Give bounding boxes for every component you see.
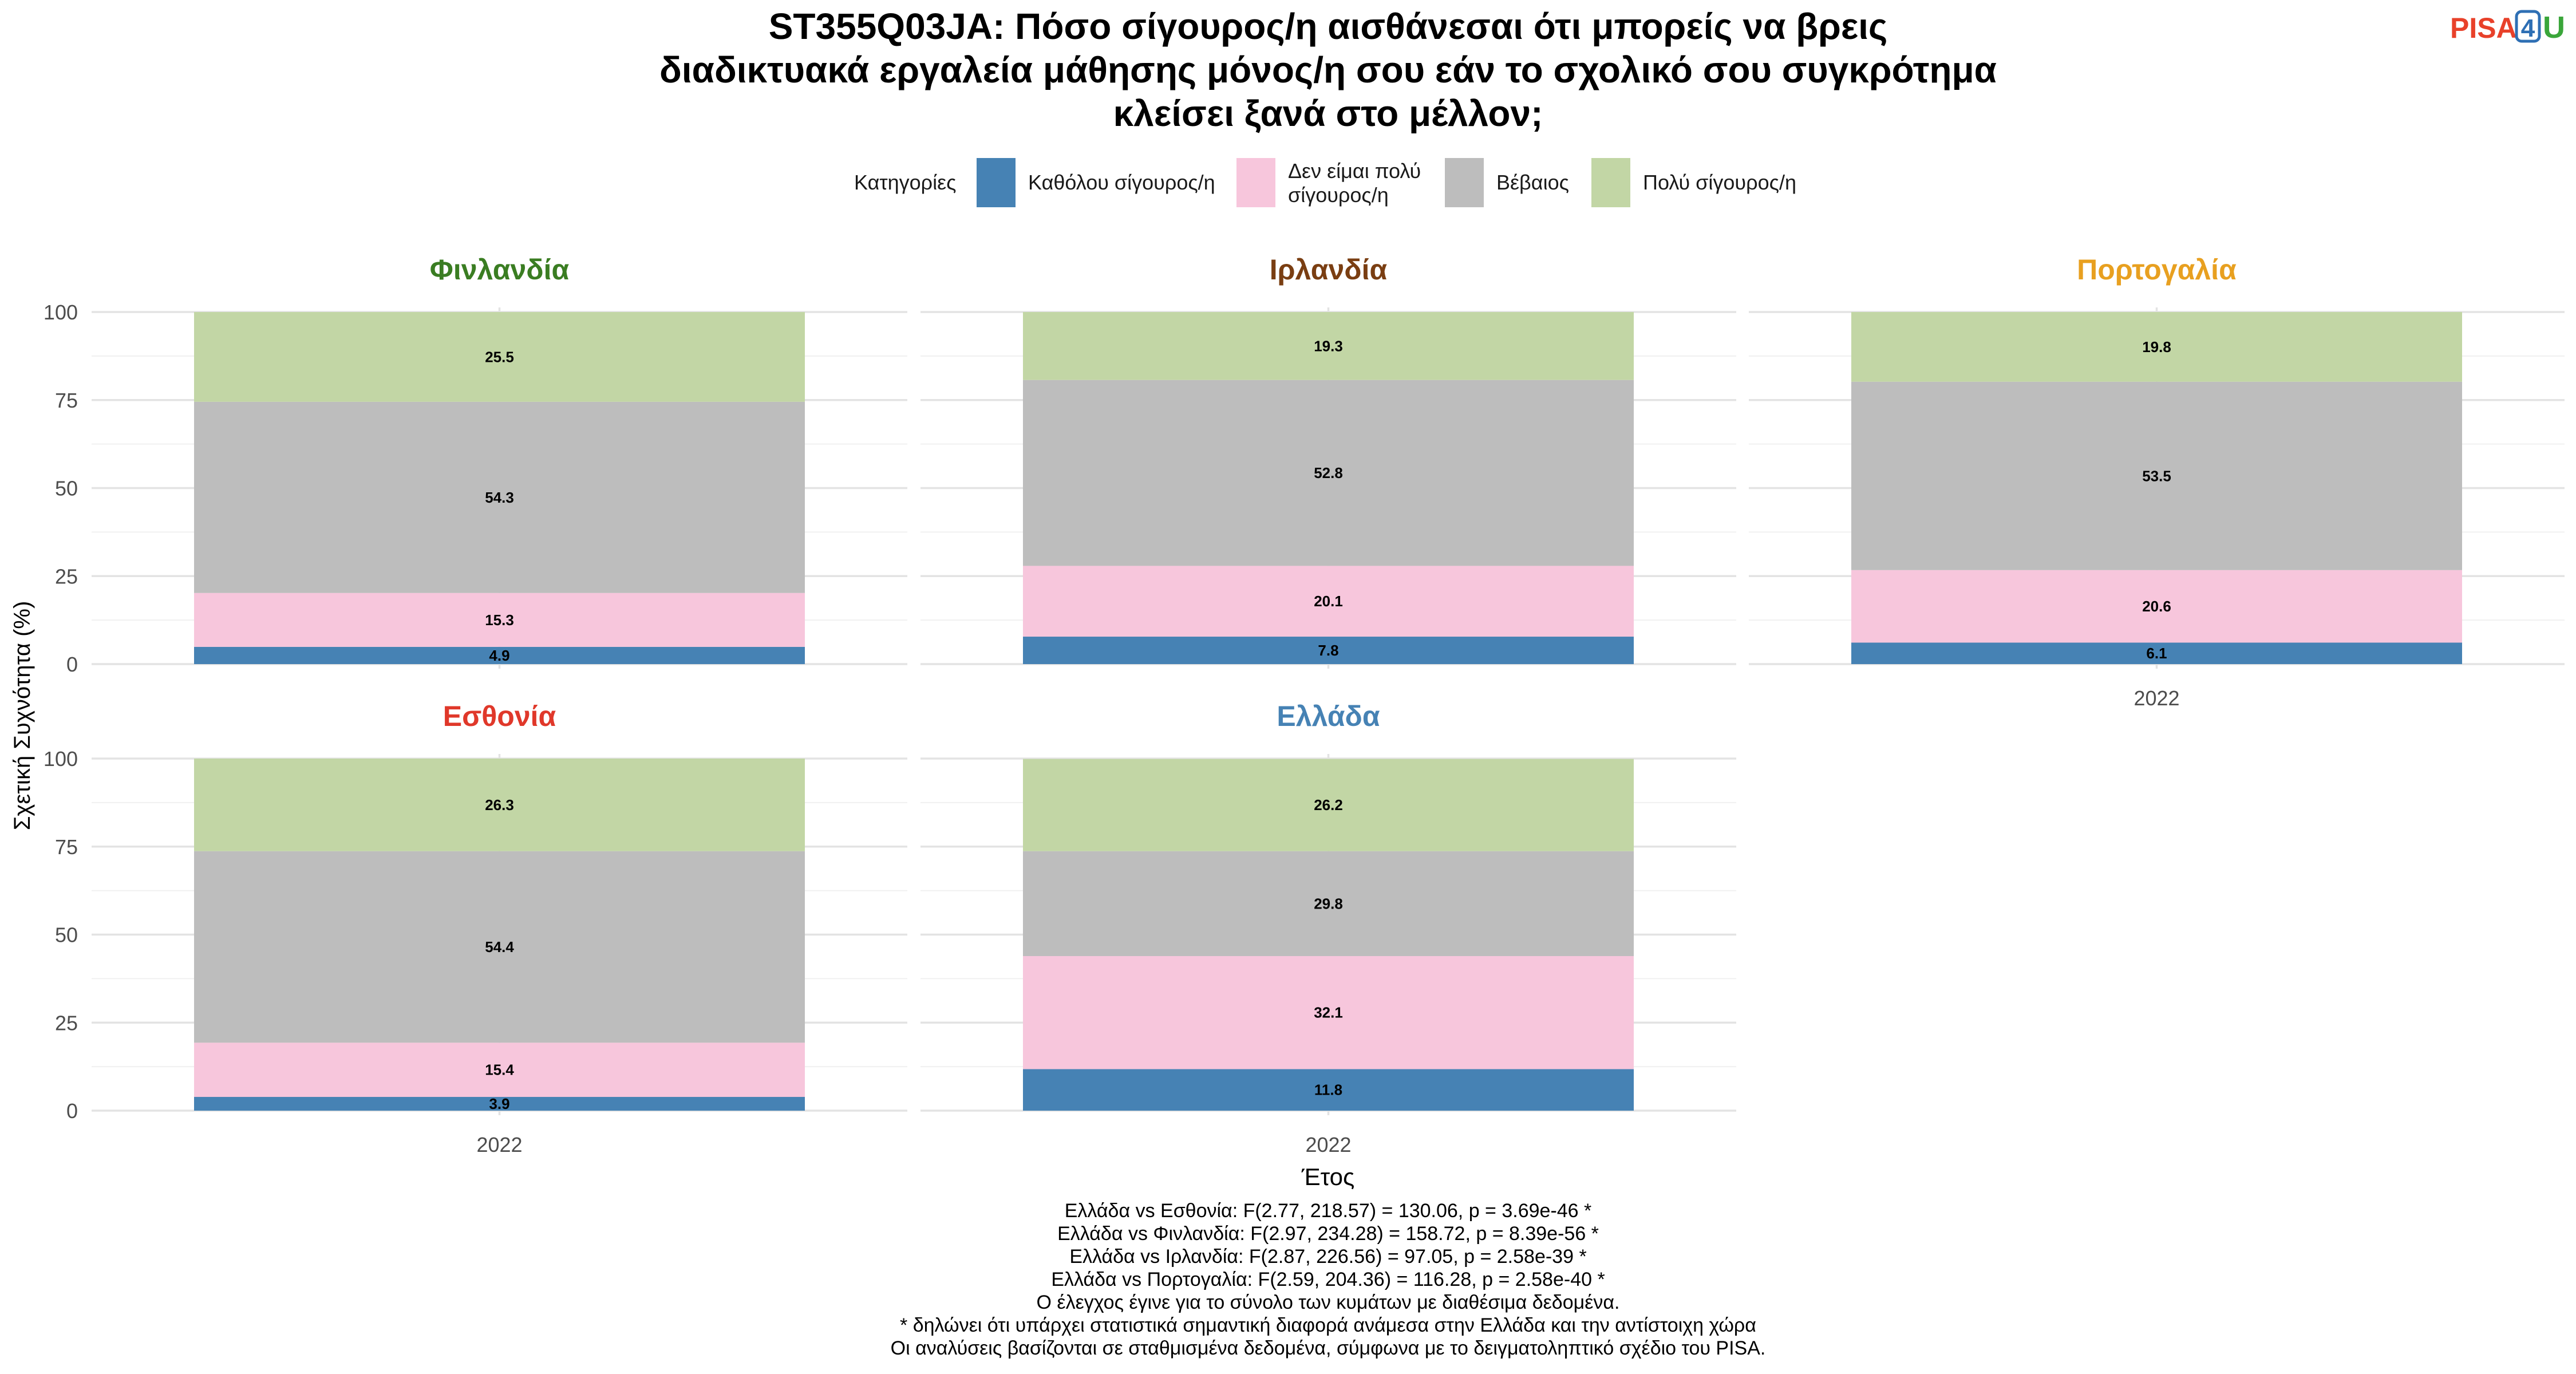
legend-title: Κατηγορίες xyxy=(854,171,957,194)
facet-panel: Ελλάδα 11.8 32.1 29.8 26.2 2022 xyxy=(920,700,1736,1156)
chart-title-line-3: κλείσει ξανά στο μέλλον; xyxy=(1113,93,1543,134)
data-label: 26.3 xyxy=(485,796,514,814)
bar-segment xyxy=(1023,759,1634,851)
bar-segment xyxy=(1023,637,1634,664)
data-label: 11.8 xyxy=(1314,1081,1342,1099)
bar-segment xyxy=(1023,566,1634,637)
bar-segment xyxy=(1851,642,2462,664)
data-label: 19.8 xyxy=(2142,338,2171,356)
data-label: 32.1 xyxy=(1314,1004,1343,1021)
logo-u-text: U xyxy=(2543,10,2565,45)
footnote-line: Ελλάδα vs Εσθονία: F(2.77, 218.57) = 130… xyxy=(1065,1200,1592,1222)
data-label: 20.1 xyxy=(1314,593,1343,610)
chart-title-line-2: διαδικτυακά εργαλεία μάθησης μόνος/η σου… xyxy=(659,49,1997,90)
data-label: 3.9 xyxy=(489,1095,509,1112)
bar-segment xyxy=(1851,570,2462,643)
footnote-line: * δηλώνει ότι υπάρχει στατιστικά σημαντι… xyxy=(900,1314,1756,1336)
bar-segment xyxy=(194,851,805,1043)
logo-pisa-text: PISA xyxy=(2450,12,2517,44)
data-label: 54.4 xyxy=(485,938,514,956)
y-tick-label: 50 xyxy=(55,923,78,947)
facet-title: Φινλανδία xyxy=(430,254,570,286)
footnote-line: Ελλάδα vs Ιρλανδία: F(2.87, 226.56) = 97… xyxy=(1069,1246,1586,1268)
legend-key xyxy=(1591,158,1630,207)
y-tick-label: 100 xyxy=(44,301,78,324)
legend-label: σίγουρος/η xyxy=(1288,183,1389,207)
logo-four-text: 4 xyxy=(2521,14,2535,42)
legend-item: Πολύ σίγουρος/η xyxy=(1591,158,1796,207)
legend-item: Βέβαιος xyxy=(1445,158,1569,207)
y-tick-label: 25 xyxy=(55,564,78,588)
logo-four-box xyxy=(2515,10,2541,43)
bar-segment xyxy=(1851,381,2462,570)
y-axis-title: Σχετική Συχνότητα (%) xyxy=(10,601,35,831)
data-label: 7.8 xyxy=(1318,642,1338,659)
x-tick-label: 2022 xyxy=(1305,1133,1351,1156)
data-label: 15.3 xyxy=(485,611,514,629)
chart-title: ST355Q03JA: Πόσο σίγουρος/η αισθάνεσαι ό… xyxy=(659,6,1997,134)
bar-segment xyxy=(194,1097,805,1111)
legend-label: Βέβαιος xyxy=(1496,171,1569,194)
bar-segment xyxy=(1023,380,1634,566)
x-tick-label: 2022 xyxy=(2134,686,2179,710)
bar-segment xyxy=(194,593,805,647)
facet-panel: Φινλανδία 0 25 50 75 100 4.9 15.3 54.3 25.5 xyxy=(44,254,907,676)
bar-segment xyxy=(194,759,805,851)
data-label: 6.1 xyxy=(2146,645,2167,662)
data-label: 15.4 xyxy=(485,1061,514,1079)
bar-segment xyxy=(1023,851,1634,957)
facet-title: Ιρλανδία xyxy=(1270,254,1388,286)
legend-label: Καθόλου σίγουρος/η xyxy=(1028,171,1215,194)
y-tick-label: 50 xyxy=(55,477,78,500)
bar-segment xyxy=(194,312,805,402)
data-label: 20.6 xyxy=(2142,598,2171,615)
data-label: 19.3 xyxy=(1314,337,1343,354)
facet-title: Πορτογαλία xyxy=(2077,254,2237,286)
data-label: 25.5 xyxy=(485,348,514,365)
legend-key xyxy=(1445,158,1484,207)
facet-panel: Ιρλανδία 7.8 20.1 52.8 19.3 xyxy=(920,254,1736,669)
footnotes: Ελλάδα vs Εσθονία: F(2.77, 218.57) = 130… xyxy=(891,1200,1766,1359)
legend-key xyxy=(1236,158,1275,207)
facet-panel: Πορτογαλία 6.1 20.6 53.5 19.8 2022 xyxy=(1749,254,2565,710)
facet-panel: Εσθονία 0 25 50 75 100 3.9 15.4 54.4 26.3 2022 xyxy=(44,700,907,1156)
legend-item: Καθόλου σίγουρος/η xyxy=(977,158,1215,207)
y-tick-label: 0 xyxy=(66,653,78,676)
data-label: 26.2 xyxy=(1314,796,1343,814)
y-tick-label: 75 xyxy=(55,835,78,859)
bar-segment xyxy=(1851,312,2462,382)
facet-title: Ελλάδα xyxy=(1277,700,1380,732)
bar-segment xyxy=(194,1043,805,1097)
footnote-line: Ελλάδα vs Φινλανδία: F(2.97, 234.28) = 1… xyxy=(1057,1223,1599,1245)
bar-segment xyxy=(1023,312,1634,380)
facet-title: Εσθονία xyxy=(443,700,556,732)
legend-label: Πολύ σίγουρος/η xyxy=(1643,171,1796,194)
data-label: 54.3 xyxy=(485,489,514,506)
legend-key xyxy=(977,158,1016,207)
data-label: 53.5 xyxy=(2142,467,2171,484)
bar-segment xyxy=(194,401,805,593)
bar-segment xyxy=(1023,1069,1634,1111)
y-tick-label: 75 xyxy=(55,389,78,412)
bar-segment xyxy=(1023,956,1634,1069)
footnote-line: Ελλάδα vs Πορτογαλία: F(2.59, 204.36) = … xyxy=(1051,1269,1605,1290)
y-tick-label: 100 xyxy=(44,747,78,771)
legend-label: Δεν είμαι πολύ xyxy=(1288,159,1421,183)
data-label: 4.9 xyxy=(489,647,509,664)
x-axis-title: Έτος xyxy=(1301,1163,1355,1190)
data-label: 52.8 xyxy=(1314,464,1343,481)
legend: Κατηγορίες Καθόλου σίγουρος/η Δεν είμαι π… xyxy=(854,158,1796,207)
y-tick-label: 25 xyxy=(55,1011,78,1035)
facet-panels: Φινλανδία 0 25 50 75 100 4.9 15.3 54.3 25.5 Ιρλανδ… xyxy=(44,254,2565,1156)
y-tick-label: 0 xyxy=(66,1099,78,1123)
chart-title-line-1: ST355Q03JA: Πόσο σίγουρος/η αισθάνεσαι ό… xyxy=(769,6,1888,47)
data-label: 29.8 xyxy=(1314,895,1343,912)
pisa4u-logo: PISA 4 U xyxy=(2450,10,2565,45)
x-tick-label: 2022 xyxy=(476,1133,522,1156)
bar-segment xyxy=(194,646,805,664)
footnote-line: Οι αναλύσεις βασίζονται σε σταθμισμένα δ… xyxy=(891,1337,1766,1359)
footnote-line: Ο έλεγχος έγινε για το σύνολο των κυμάτω… xyxy=(1037,1292,1620,1313)
